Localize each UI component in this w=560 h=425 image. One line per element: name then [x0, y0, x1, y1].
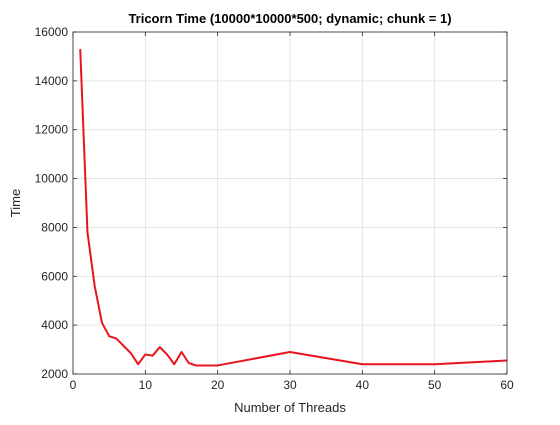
- y-tick-label: 6000: [41, 269, 68, 283]
- series-layer: [79, 49, 508, 367]
- x-tick-label: 50: [428, 378, 442, 392]
- x-tick-label: 10: [139, 378, 153, 392]
- x-tick-label: 40: [356, 378, 370, 392]
- y-tick-label: 4000: [41, 318, 68, 332]
- chart-title: Tricorn Time (10000*10000*500; dynamic; …: [128, 11, 451, 26]
- y-tick-label: 14000: [35, 74, 69, 88]
- x-axis-ticks: 0 10 20 30 40 50 60: [70, 32, 514, 392]
- x-axis-label: Number of Threads: [234, 400, 346, 415]
- y-tick-label: 10000: [35, 172, 69, 186]
- y-tick-label: 12000: [35, 123, 69, 137]
- y-axis-ticks: 2000 4000 6000 8000 10000 12000 14000 16000: [35, 25, 507, 381]
- x-tick-label: 30: [283, 378, 297, 392]
- y-tick-label: 16000: [35, 25, 69, 39]
- y-tick-label: 2000: [41, 367, 68, 381]
- x-tick-label: 0: [70, 378, 77, 392]
- x-tick-label: 20: [211, 378, 225, 392]
- y-tick-label: 8000: [41, 220, 68, 234]
- y-axis-label: Time: [8, 189, 23, 217]
- x-tick-label: 60: [500, 378, 514, 392]
- series-line: [79, 49, 508, 367]
